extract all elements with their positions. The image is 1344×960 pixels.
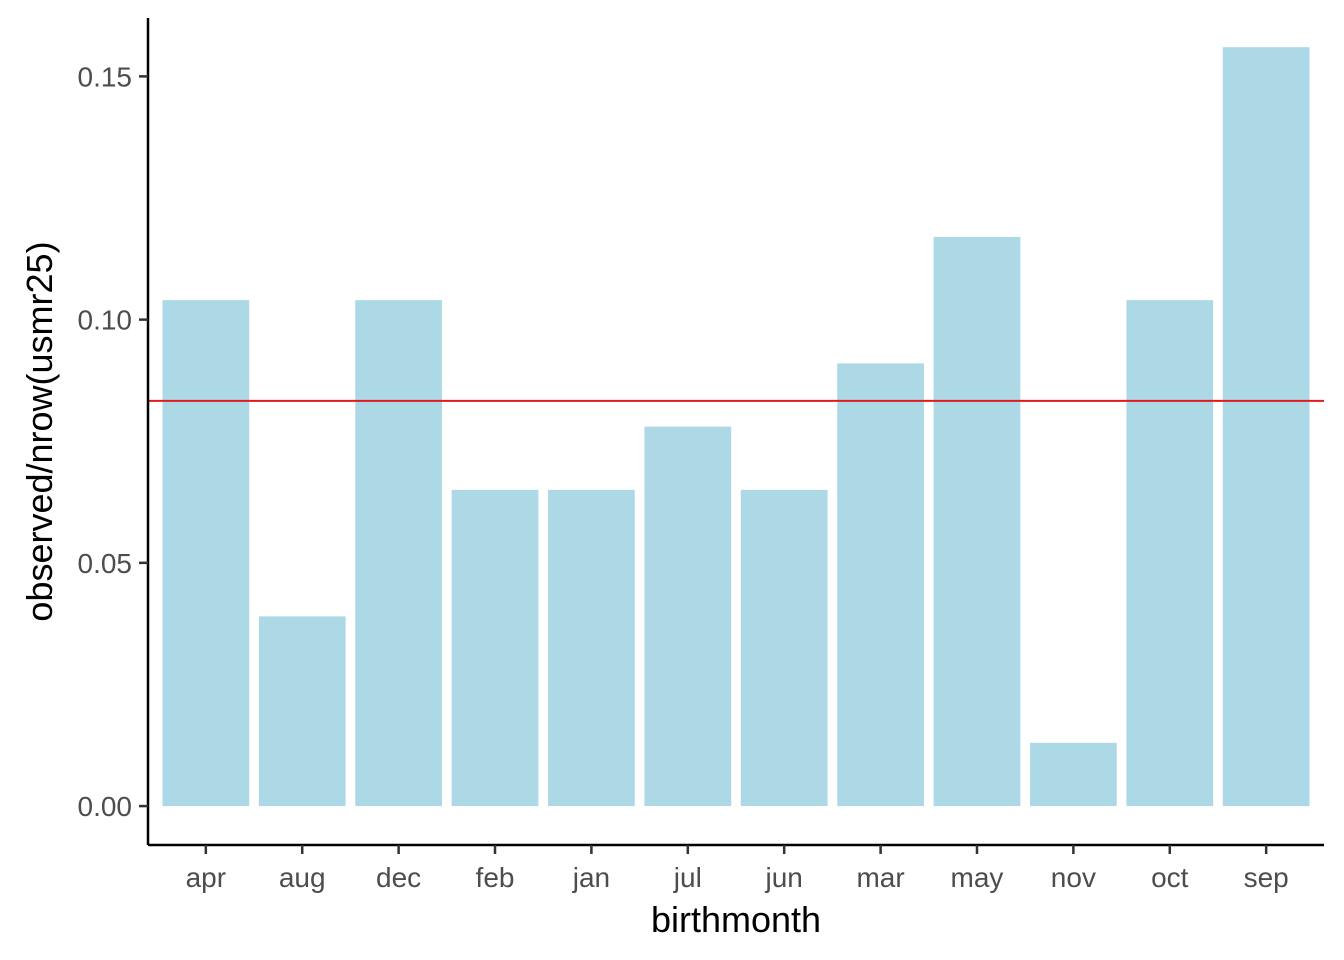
y-axis-title: observed/nrow(usmr25): [19, 241, 60, 621]
bar-jan: [548, 489, 635, 807]
bar-nov: [1030, 742, 1117, 807]
x-tick-label-sep: sep: [1244, 862, 1289, 893]
bar-feb: [451, 489, 539, 807]
bar-jun: [740, 489, 828, 807]
y-tick-label: 0.10: [78, 305, 133, 336]
x-tick-label-feb: feb: [476, 862, 515, 893]
y-ticks: 0.00 0.05 0.10 0.15: [78, 61, 148, 822]
y-tick-label: 0.05: [78, 548, 133, 579]
x-tick-label-dec: dec: [376, 862, 421, 893]
x-tick-label-jul: jul: [673, 862, 702, 893]
x-tick-label-apr: apr: [186, 862, 226, 893]
x-tick-label-oct: oct: [1151, 862, 1189, 893]
y-tick-label: 0.15: [78, 61, 133, 92]
x-tick-label-nov: nov: [1051, 862, 1096, 893]
bar-sep: [1222, 47, 1310, 807]
x-ticks: apr aug dec feb jan jul jun mar may nov oct sep: [186, 845, 1289, 893]
bar-dec: [355, 300, 442, 807]
x-tick-label-jun: jun: [765, 862, 803, 893]
axes: [146, 18, 1324, 847]
bar-apr: [162, 300, 250, 807]
y-tick-label: 0.00: [78, 791, 133, 822]
bar-aug: [258, 616, 346, 807]
bar-jul: [644, 426, 732, 807]
x-tick-label-jan: jan: [572, 862, 610, 893]
bar-may: [933, 236, 1021, 807]
x-axis-title: birthmonth: [651, 899, 821, 940]
bar-mar: [837, 363, 924, 807]
x-tick-label-mar: mar: [856, 862, 904, 893]
x-tick-label-aug: aug: [279, 862, 326, 893]
bars: [162, 47, 1310, 807]
bar-oct: [1126, 300, 1214, 807]
x-tick-label-may: may: [951, 862, 1004, 893]
